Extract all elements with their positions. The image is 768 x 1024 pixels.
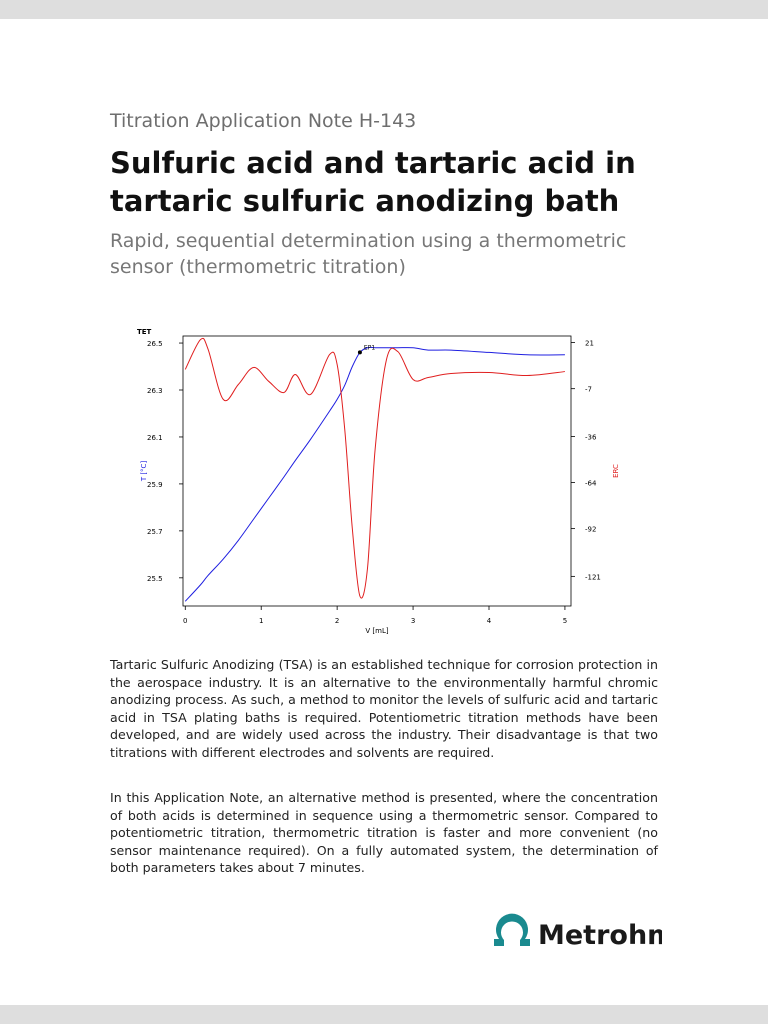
y2-tick-label: 21: [585, 340, 594, 348]
logo-mark: [494, 913, 530, 946]
paragraph: Tartaric Sulfuric Anodizing (TSA) is an …: [110, 657, 658, 760]
subtitle: Rapid, sequential determination using a …: [110, 230, 627, 278]
y2-tick-label: -121: [585, 573, 601, 581]
title: Sulfuric acid and tartaric acid in tarta…: [110, 146, 636, 218]
chart-title: TET: [137, 328, 152, 336]
y-tick-label: 25.5: [147, 575, 163, 583]
y-tick-label: 25.7: [147, 528, 163, 536]
endpoint-marker: [357, 350, 362, 355]
y2-axis-label: ERC: [612, 464, 620, 478]
logo: Metrohm: [494, 913, 662, 951]
y-tick-label: 26.5: [147, 340, 163, 348]
y-tick-label: 26.1: [147, 434, 163, 442]
y-tick-label: 25.9: [147, 481, 163, 489]
paragraph: In this Application Note, an alternative…: [110, 790, 658, 876]
x-tick-label: 0: [183, 617, 187, 625]
y2-tick-label: -7: [585, 386, 592, 394]
line-series: [184, 337, 565, 599]
x-tick-label: 1: [259, 617, 263, 625]
chart: 0 1 2 3 4 5 26.5 26.3 26.1 25.9 25.7 25.5 21 -7 -36 -64…: [137, 328, 620, 635]
y-axis-label: T [°C]: [140, 461, 148, 483]
y-tick-label: 26.3: [147, 387, 163, 395]
plot-frame: [182, 335, 572, 607]
y2-tick-label: -92: [585, 526, 596, 534]
endpoint-label: EP1: [364, 344, 375, 351]
logo-text: Metrohm: [538, 920, 662, 951]
x-axis-label: V [mL]: [365, 627, 388, 635]
series-label: Titration Application Note H-143: [110, 110, 417, 132]
x-tick-label: 3: [411, 617, 415, 625]
y2-tick-label: -36: [585, 433, 597, 441]
x-tick-label: 5: [563, 617, 567, 625]
x-tick-label: 2: [335, 617, 339, 625]
y2-tick-label: -64: [585, 480, 597, 488]
line-series: [184, 346, 565, 602]
x-tick-label: 4: [487, 617, 492, 625]
bottom-band: [0, 1005, 768, 1024]
top-band: [0, 0, 768, 19]
